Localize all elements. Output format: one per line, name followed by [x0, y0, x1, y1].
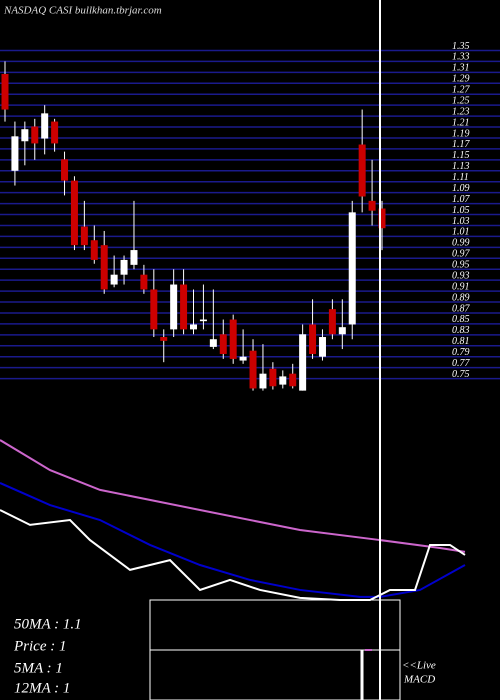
y-tick-label: 0.99 — [452, 238, 470, 249]
candle-body — [209, 339, 217, 347]
chart-title: NASDAQ CASI bullkhan.tbrjar.com — [3, 5, 162, 17]
y-tick-label: 1.25 — [452, 95, 470, 106]
candle-body — [130, 250, 138, 265]
candle-body — [170, 284, 178, 330]
ma-line — [0, 509, 466, 601]
candle-body — [160, 337, 168, 341]
y-tick-label: 0.87 — [452, 303, 471, 314]
candle-body — [348, 212, 356, 325]
info-12ma: 12MA : 1 — [14, 680, 70, 696]
y-tick-label: 0.97 — [452, 249, 471, 260]
candle-body — [90, 240, 98, 260]
candle-body — [1, 73, 9, 110]
y-tick-label: 0.95 — [452, 260, 470, 271]
candle-body — [229, 319, 237, 359]
candle-body — [140, 274, 148, 290]
y-tick-label: 1.13 — [452, 161, 470, 172]
y-tick-label: 0.81 — [452, 336, 470, 347]
candle-body — [180, 284, 188, 330]
candle-body — [31, 126, 39, 144]
y-tick-label: 0.79 — [452, 347, 470, 358]
macd-label: MACD — [403, 674, 435, 686]
candle-body — [21, 129, 29, 142]
y-tick-label: 1.11 — [452, 172, 469, 183]
y-tick-label: 0.77 — [452, 358, 471, 369]
candle-body — [51, 121, 59, 144]
y-tick-label: 0.91 — [452, 281, 470, 292]
candle-body — [279, 376, 287, 385]
y-tick-label: 1.07 — [452, 194, 471, 205]
y-tick-label: 0.89 — [452, 292, 470, 303]
live-label: <<Live — [402, 660, 436, 672]
candle-body — [70, 180, 78, 246]
candle-body — [338, 327, 346, 335]
ma-line — [0, 482, 466, 598]
candle-body — [61, 159, 69, 181]
y-tick-label: 0.85 — [452, 314, 470, 325]
y-tick-label: 1.27 — [452, 85, 471, 96]
y-tick-label: 1.01 — [452, 227, 470, 238]
candle-body — [199, 319, 207, 322]
candle-body — [318, 337, 326, 357]
candle-body — [11, 136, 19, 171]
candle-body — [289, 373, 297, 387]
candle-body — [259, 373, 267, 389]
y-tick-label: 1.35 — [452, 41, 470, 52]
candle-body — [110, 274, 118, 285]
y-tick-label: 1.31 — [452, 63, 470, 74]
candle-body — [239, 356, 247, 361]
y-tick-label: 0.83 — [452, 325, 470, 336]
y-tick-label: 1.09 — [452, 183, 470, 194]
y-tick-label: 1.05 — [452, 205, 470, 216]
candle-body — [120, 259, 128, 275]
candle-body — [80, 226, 88, 246]
candle-body — [328, 309, 336, 335]
info-price: Price : 1 — [13, 638, 66, 654]
candle-body — [358, 144, 366, 197]
y-tick-label: 1.29 — [452, 74, 470, 85]
y-tick-label: 1.03 — [452, 216, 470, 227]
candle-body — [150, 289, 158, 330]
candle-body — [41, 113, 49, 139]
ma-line — [0, 439, 466, 553]
candle-body — [249, 350, 257, 389]
candle-body — [219, 334, 227, 354]
candle-body — [190, 324, 197, 330]
candle-body — [309, 324, 317, 354]
y-tick-label: 1.19 — [452, 128, 470, 139]
candle-body — [299, 334, 307, 391]
y-tick-label: 1.33 — [452, 52, 470, 63]
info-50ma: 50MA : 1.1 — [14, 616, 82, 632]
info-5ma: 5MA : 1 — [14, 660, 63, 676]
candle-body — [368, 200, 376, 211]
y-tick-label: 1.15 — [452, 150, 470, 161]
y-tick-label: 0.75 — [452, 369, 470, 380]
y-tick-label: 0.93 — [452, 270, 470, 281]
candle-body — [100, 245, 108, 290]
y-tick-label: 1.21 — [452, 117, 470, 128]
candle-body — [269, 368, 277, 387]
y-tick-label: 1.23 — [452, 106, 470, 117]
y-tick-label: 1.17 — [452, 139, 471, 150]
candle-body — [378, 208, 386, 229]
